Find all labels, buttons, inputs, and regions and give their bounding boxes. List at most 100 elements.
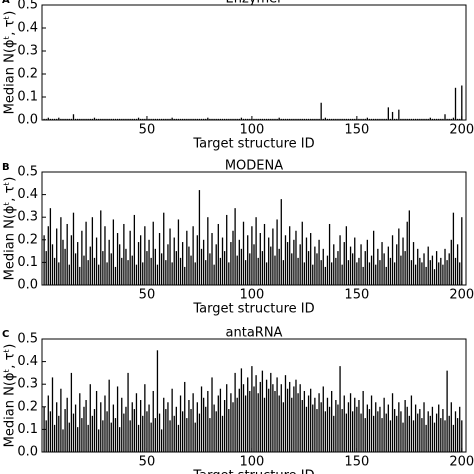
bar bbox=[438, 118, 440, 120]
x-tick-label: 200 bbox=[449, 123, 474, 138]
bar bbox=[372, 118, 375, 120]
bar bbox=[435, 118, 438, 120]
bar bbox=[286, 242, 289, 285]
bar bbox=[158, 118, 161, 120]
bar bbox=[446, 118, 448, 120]
bar bbox=[112, 404, 115, 452]
bar bbox=[152, 118, 154, 120]
bar bbox=[135, 118, 138, 120]
bar bbox=[226, 118, 228, 120]
bar bbox=[148, 239, 150, 285]
bar bbox=[223, 251, 226, 285]
bar bbox=[335, 118, 337, 120]
bar bbox=[45, 118, 47, 120]
bar bbox=[331, 262, 333, 285]
bar bbox=[200, 248, 203, 285]
bar bbox=[278, 117, 280, 120]
bar bbox=[200, 386, 203, 452]
bar bbox=[192, 393, 194, 452]
bar bbox=[98, 429, 100, 452]
bar bbox=[425, 266, 427, 285]
bar bbox=[202, 239, 205, 285]
bar bbox=[150, 422, 152, 452]
bar bbox=[47, 395, 49, 452]
bar bbox=[410, 118, 413, 120]
x-tick-label: 50 bbox=[139, 455, 156, 470]
bar bbox=[280, 199, 282, 285]
bar bbox=[326, 118, 329, 120]
bar bbox=[320, 260, 322, 285]
bar bbox=[408, 415, 410, 452]
bar bbox=[435, 251, 438, 285]
bar bbox=[343, 395, 345, 452]
bar bbox=[314, 118, 316, 120]
bar bbox=[87, 424, 89, 452]
y-tick-label: 0.0 bbox=[17, 445, 38, 460]
bar bbox=[289, 226, 291, 285]
bar bbox=[400, 411, 402, 452]
bar bbox=[108, 379, 110, 452]
bar bbox=[83, 406, 85, 452]
bar bbox=[188, 246, 190, 285]
chart-title: antaRNA bbox=[226, 326, 283, 341]
bar bbox=[244, 395, 247, 452]
bar bbox=[194, 262, 196, 285]
bar bbox=[452, 117, 455, 120]
bar bbox=[58, 415, 60, 452]
y-tick-label: 0.2 bbox=[17, 232, 38, 247]
bar bbox=[234, 118, 236, 120]
bar bbox=[77, 242, 79, 285]
bar bbox=[314, 397, 316, 452]
bar bbox=[173, 237, 175, 285]
bar bbox=[110, 422, 112, 452]
bar bbox=[272, 384, 274, 452]
bar bbox=[223, 400, 226, 452]
bar bbox=[194, 422, 196, 452]
bar bbox=[184, 266, 186, 285]
bar bbox=[284, 375, 287, 452]
bar bbox=[140, 400, 142, 452]
bar bbox=[79, 393, 81, 452]
bar bbox=[444, 420, 446, 452]
bar bbox=[454, 411, 457, 452]
bar bbox=[160, 253, 163, 285]
bar bbox=[337, 404, 339, 452]
bar bbox=[232, 230, 234, 285]
bar bbox=[322, 386, 324, 452]
bar bbox=[414, 404, 417, 452]
bar bbox=[244, 118, 247, 120]
bar bbox=[349, 118, 352, 120]
bar bbox=[131, 118, 133, 120]
bar bbox=[276, 377, 278, 452]
bar bbox=[242, 384, 245, 452]
bar bbox=[391, 111, 394, 120]
bar bbox=[431, 118, 434, 120]
bar bbox=[280, 118, 282, 120]
bar bbox=[410, 395, 413, 452]
bar bbox=[49, 208, 52, 285]
bar bbox=[249, 390, 251, 452]
bar bbox=[370, 395, 373, 452]
bar bbox=[144, 118, 146, 120]
bar bbox=[211, 377, 213, 452]
bar bbox=[379, 118, 381, 120]
bar bbox=[219, 257, 222, 285]
bar bbox=[263, 397, 266, 452]
bar bbox=[360, 413, 362, 452]
bar bbox=[181, 411, 184, 452]
panel: MODENA B 0.0 0.1 0.2 0.3 0.4 0.5 50 100 150 200 Targ… bbox=[2, 159, 474, 317]
bar bbox=[389, 257, 392, 285]
bar bbox=[175, 406, 177, 452]
bar bbox=[211, 233, 213, 285]
bar bbox=[450, 118, 452, 120]
bar bbox=[114, 266, 117, 285]
bar bbox=[450, 239, 452, 285]
bar bbox=[398, 402, 400, 452]
bar bbox=[163, 212, 165, 285]
bar bbox=[354, 118, 356, 120]
y-tick-label: 0.0 bbox=[17, 278, 38, 293]
bar bbox=[247, 118, 249, 120]
bar bbox=[368, 262, 371, 285]
bar bbox=[160, 429, 163, 452]
